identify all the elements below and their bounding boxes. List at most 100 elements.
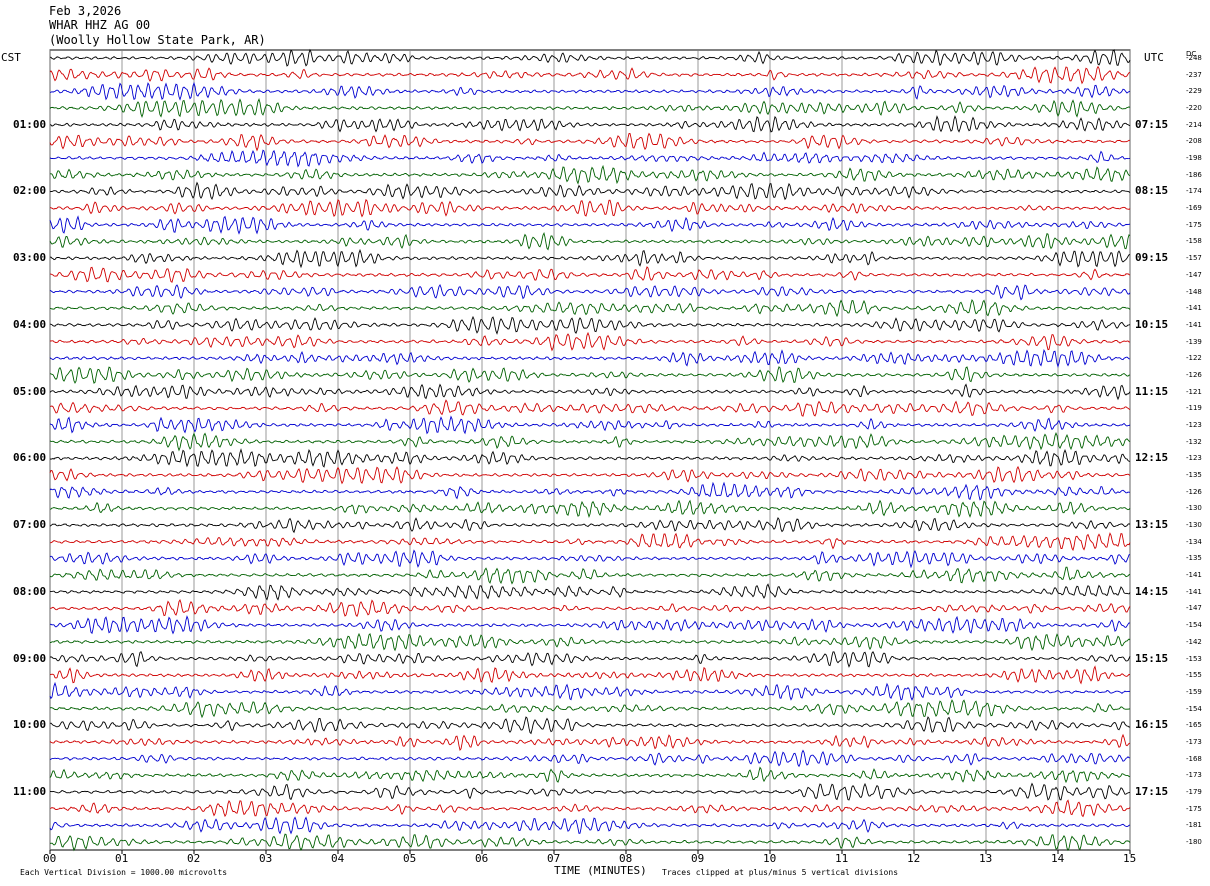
x-tick-label: 02	[187, 852, 201, 865]
utc-hour-label: 12:15	[1135, 451, 1169, 465]
dc-offset-value: -168	[1186, 754, 1202, 763]
trace-line	[49, 733, 1131, 751]
trace-line	[49, 598, 1131, 618]
x-tick-label: 14	[1051, 852, 1065, 865]
trace-line	[49, 716, 1130, 735]
trace-line	[49, 432, 1131, 452]
dc-offset-value: -148	[1186, 287, 1202, 296]
trace-line	[49, 81, 1131, 101]
cst-hour-label: 10:00	[13, 718, 47, 732]
time-grid	[49, 49, 1131, 854]
dc-offset-value: -154	[1186, 704, 1202, 713]
dc-offset-value: -139	[1186, 337, 1202, 346]
x-tick-label: 09	[691, 852, 705, 865]
trace-line	[49, 749, 1131, 768]
x-tick-label: 12	[907, 852, 921, 865]
trace-line	[49, 650, 1131, 668]
station-code: WHAR HHZ AG 00	[49, 18, 151, 32]
trace-line	[49, 383, 1131, 401]
utc-hour-label: 13:15	[1135, 518, 1169, 532]
trace-line	[49, 298, 1131, 318]
trace-line	[49, 766, 1131, 784]
dc-offset-value: -157	[1186, 254, 1202, 263]
x-tick-label: 05	[403, 852, 417, 865]
dc-offset-value: -175	[1186, 220, 1202, 229]
station-location: (Woolly Hollow State Park, AR)	[49, 33, 266, 47]
utc-hour-label: 08:15	[1135, 184, 1169, 198]
trace-line	[49, 315, 1131, 335]
dc-offset-value: -132	[1186, 437, 1202, 446]
cst-hour-label: 11:00	[13, 784, 47, 798]
dc-offset-value: -175	[1186, 804, 1202, 813]
trace-line	[49, 615, 1131, 635]
trace-line	[49, 65, 1131, 85]
utc-hour-label: 15:15	[1135, 651, 1169, 665]
dc-offset-value: -220	[1186, 104, 1202, 113]
trace-line	[49, 331, 1131, 352]
utc-hour-label: 09:15	[1135, 251, 1169, 265]
dc-label: DC	[1186, 50, 1197, 58]
dc-offset-value: -119	[1186, 404, 1202, 413]
plot-date: Feb 3,2026	[49, 4, 122, 18]
trace-line	[49, 98, 1131, 119]
x-tick-label: 03	[259, 852, 273, 865]
cst-hour-label: 04:00	[13, 317, 47, 331]
x-tick-label: 06	[475, 852, 489, 865]
dc-offset-value: -126	[1186, 487, 1202, 496]
dc-offset-value: -198	[1186, 154, 1202, 163]
dc-offset-value: -214	[1186, 120, 1202, 129]
trace-line	[50, 266, 1131, 283]
dc-offset-value: -237	[1186, 70, 1202, 79]
right-timezone-label: UTC	[1144, 51, 1164, 64]
dc-offset-value: -135	[1186, 471, 1202, 480]
x-tick-label: 08	[619, 852, 633, 865]
trace-line	[49, 48, 1131, 67]
dc-offset-value: -141	[1186, 320, 1202, 329]
trace-line	[49, 632, 1131, 652]
cst-hour-label: 01:00	[13, 117, 47, 131]
utc-hour-label: 10:15	[1135, 317, 1169, 331]
x-tick-label: 10	[763, 852, 777, 865]
dc-offset-value: -158	[1186, 237, 1202, 246]
trace-line	[49, 284, 1131, 301]
dc-offset-value: -179	[1186, 787, 1202, 796]
trace-line	[49, 198, 1131, 218]
cst-hour-label: 05:00	[13, 384, 47, 398]
dc-offset-value: -155	[1186, 671, 1202, 680]
x-axis-label: TIME (MINUTES)	[554, 864, 647, 877]
dc-offset-value: -122	[1186, 354, 1202, 363]
trace-line	[49, 465, 1131, 485]
dc-offset-value: -142	[1186, 637, 1202, 646]
trace-line	[49, 566, 1131, 585]
trace-line	[49, 181, 1131, 201]
trace-line	[49, 115, 1131, 133]
trace-line	[49, 516, 1131, 534]
dc-offset-value: -180	[1186, 838, 1202, 846]
trace-line	[49, 132, 1130, 152]
trace-line	[49, 348, 1131, 369]
trace-line	[49, 164, 1131, 185]
dc-offset-value: -123	[1186, 420, 1202, 429]
utc-hour-label: 16:15	[1135, 718, 1169, 732]
trace-line	[49, 699, 1131, 719]
dc-offset-value: -147	[1186, 270, 1202, 279]
trace-line	[49, 833, 1131, 852]
x-tick-label: 13	[979, 852, 993, 865]
dc-offset-value: -159	[1186, 687, 1202, 696]
clip-note: Traces clipped at plus/minus 5 vertical …	[662, 868, 899, 877]
dc-offset-value: -130	[1186, 504, 1202, 513]
trace-line	[49, 231, 1131, 251]
dc-offset-value: -181	[1186, 821, 1202, 830]
trace-line	[49, 149, 1131, 168]
dc-offset-value: -154	[1186, 621, 1202, 630]
dc-offset-value: -153	[1186, 654, 1202, 663]
trace-line	[49, 248, 1131, 269]
dc-offset-value: -173	[1186, 737, 1202, 746]
trace-line	[49, 481, 1131, 501]
dc-offset-value: -141	[1186, 304, 1202, 313]
scale-note: Each Vertical Division = 1000.00 microvo…	[20, 868, 228, 877]
dc-offset-value: -141	[1186, 587, 1202, 596]
dc-offset-value: -173	[1186, 771, 1202, 780]
trace-line	[49, 499, 1131, 518]
dc-offset-value: -165	[1186, 721, 1202, 730]
